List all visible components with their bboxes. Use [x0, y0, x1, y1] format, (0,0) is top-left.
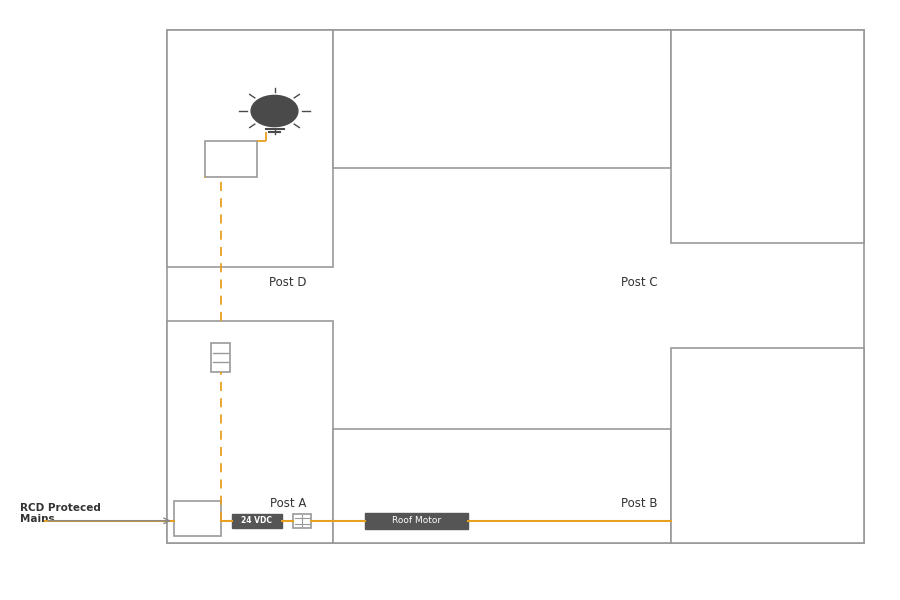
Bar: [670, 348, 864, 543]
Text: 24 VDC: 24 VDC: [241, 516, 273, 526]
Bar: [166, 30, 333, 267]
Bar: [205, 141, 257, 177]
Text: Post B: Post B: [621, 497, 657, 510]
Bar: [166, 30, 864, 543]
Bar: [670, 30, 864, 243]
Bar: [333, 30, 670, 168]
Bar: [364, 513, 468, 529]
Bar: [232, 514, 282, 528]
Text: Post C: Post C: [621, 276, 657, 289]
Circle shape: [251, 95, 298, 127]
Text: Post D: Post D: [269, 276, 307, 289]
Bar: [293, 514, 311, 528]
Text: RCD Proteced: RCD Proteced: [20, 503, 101, 513]
Bar: [211, 343, 230, 372]
Bar: [174, 501, 220, 536]
Text: Roof Motor: Roof Motor: [392, 516, 441, 526]
Text: Mains: Mains: [20, 514, 54, 524]
Bar: [333, 429, 670, 543]
Bar: [166, 321, 333, 543]
Text: Post A: Post A: [270, 497, 306, 510]
